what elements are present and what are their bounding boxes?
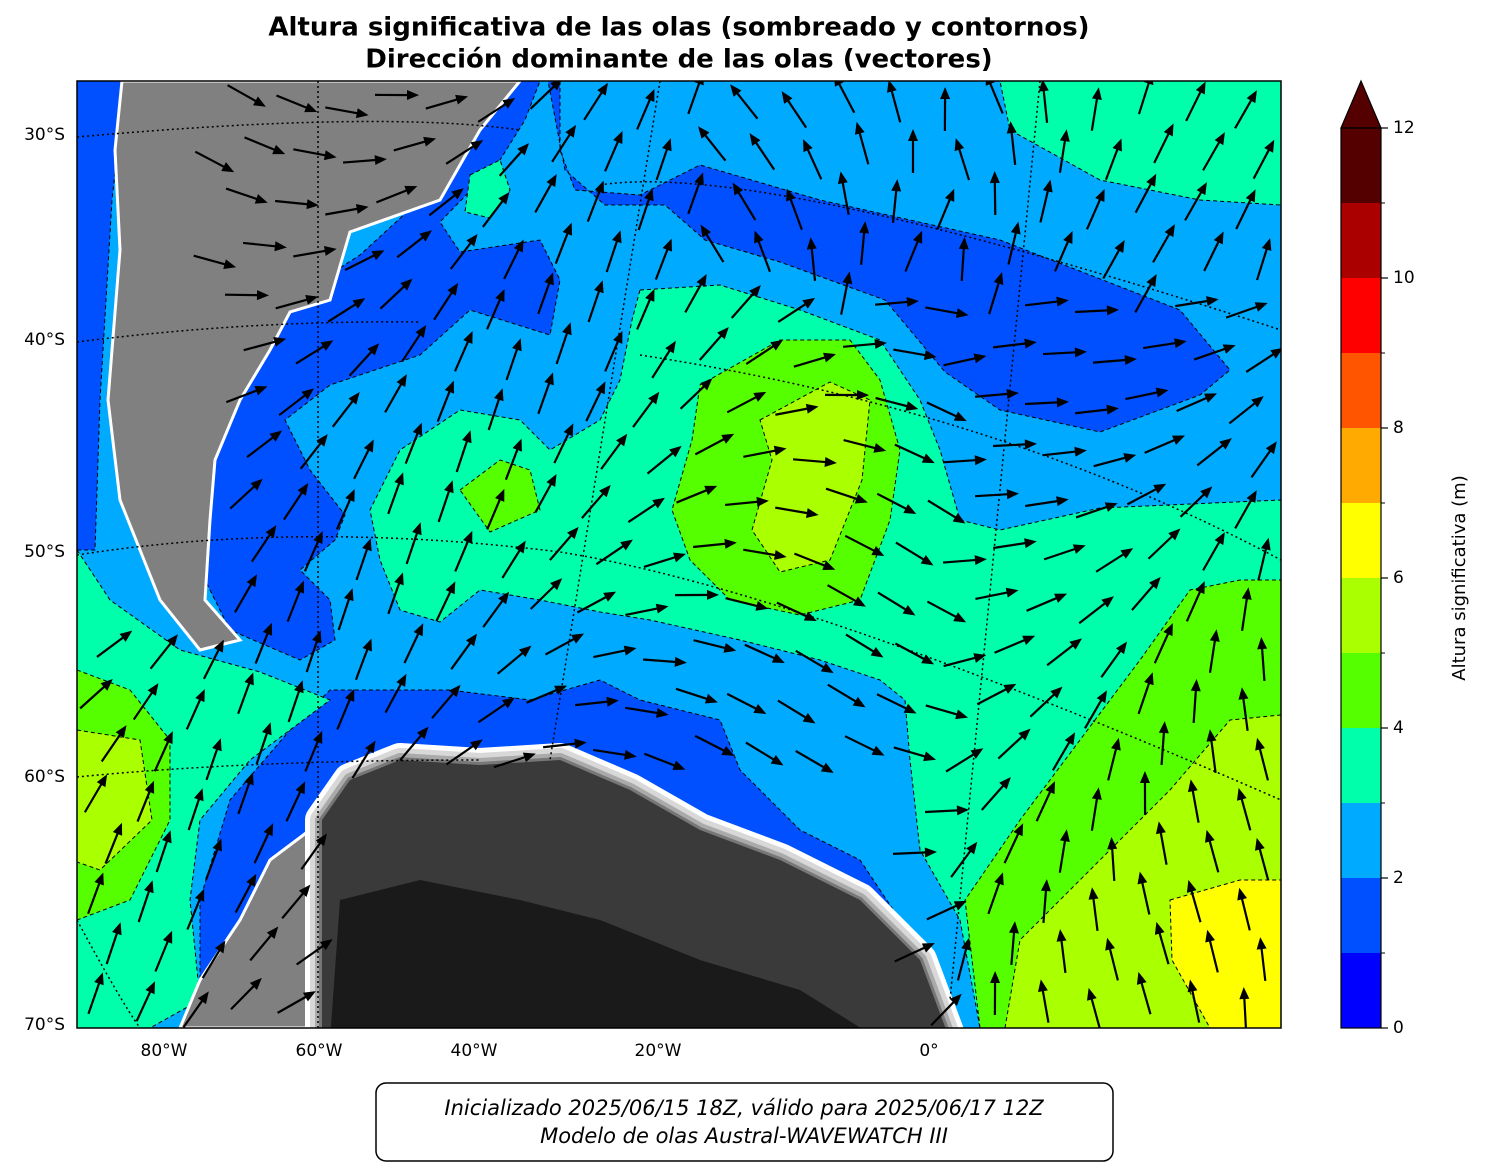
lat-label: 60°S xyxy=(24,767,65,787)
colorbar-band xyxy=(1341,278,1381,353)
colorbar-tick-label: 12 xyxy=(1393,118,1415,138)
colorbar-band xyxy=(1341,503,1381,578)
colorbar-tick-label: 2 xyxy=(1393,868,1404,888)
map xyxy=(77,72,1283,1040)
colorbar: 0 2 4 6 8 10 12 Altura significativa (m) xyxy=(1341,81,1470,1038)
colorbar-tick-label: 4 xyxy=(1393,718,1404,738)
lon-label: 20°W xyxy=(635,1041,682,1061)
lat-label: 70°S xyxy=(24,1015,65,1035)
footer-line: Modelo de olas Austral-WAVEWATCH III xyxy=(540,1124,948,1148)
colorbar-tick-label: 10 xyxy=(1393,268,1415,288)
colorbar-band xyxy=(1341,203,1381,278)
colorbar-band xyxy=(1341,428,1381,503)
colorbar-band xyxy=(1341,953,1381,1028)
colorbar-tick-label: 6 xyxy=(1393,568,1404,588)
colorbar-tick-label: 0 xyxy=(1393,1018,1404,1038)
title-line: Altura significativa de las olas (sombre… xyxy=(268,13,1089,43)
colorbar-band xyxy=(1341,653,1381,728)
colorbar-band xyxy=(1341,128,1381,203)
colorbar-band xyxy=(1341,353,1381,428)
colorbar-band xyxy=(1341,878,1381,953)
footer-line: Inicializado 2025/06/15 18Z, válido para… xyxy=(444,1096,1044,1120)
lon-label: 0° xyxy=(919,1041,938,1061)
title-line: Dirección dominante de las olas (vectore… xyxy=(365,45,992,75)
colorbar-extend xyxy=(1341,81,1381,128)
colorbar-band xyxy=(1341,578,1381,653)
colorbar-label: Altura significativa (m) xyxy=(1449,475,1470,680)
footer-box xyxy=(376,1083,1113,1161)
colorbar-band xyxy=(1341,803,1381,878)
colorbar-band xyxy=(1341,728,1381,803)
lon-label: 60°W xyxy=(296,1041,343,1061)
lat-label: 50°S xyxy=(24,542,65,562)
colorbar-tick-label: 8 xyxy=(1393,418,1404,438)
lat-label: 30°S xyxy=(24,125,65,145)
lat-label: 40°S xyxy=(24,330,65,350)
lon-label: 80°W xyxy=(141,1041,188,1061)
lon-label: 40°W xyxy=(451,1041,498,1061)
